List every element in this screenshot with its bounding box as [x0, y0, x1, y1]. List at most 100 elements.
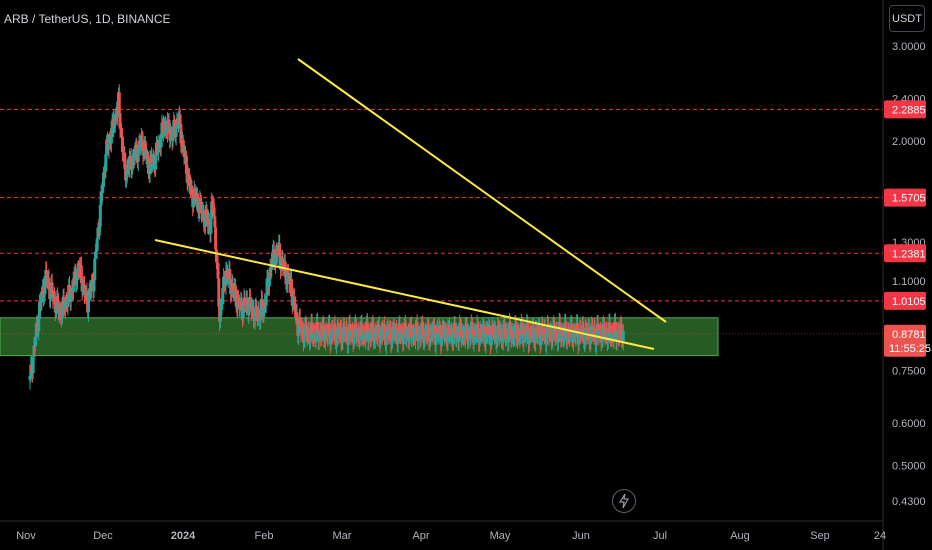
- candle-body: [541, 325, 545, 333]
- candle-body: [271, 252, 275, 266]
- candle-body: [326, 328, 330, 338]
- candle-body: [591, 333, 595, 335]
- candle-body: [259, 308, 263, 321]
- candle-body: [276, 248, 280, 257]
- candle-body: [50, 282, 54, 293]
- candle-body: [389, 330, 393, 344]
- candle-body: [445, 341, 449, 343]
- candle-body: [135, 144, 139, 156]
- candle-body: [565, 337, 569, 341]
- candle-body: [319, 330, 323, 338]
- candle-body: [584, 328, 588, 330]
- candle-body: [323, 330, 327, 341]
- time-tick-label: Feb: [255, 530, 274, 542]
- candle-body: [278, 243, 282, 257]
- candle-body: [491, 325, 495, 332]
- candle-body: [577, 335, 581, 345]
- candle-body: [147, 173, 151, 175]
- candle-body: [147, 158, 150, 175]
- candle-body: [240, 300, 244, 312]
- candle-body: [598, 330, 602, 332]
- candle-body: [117, 92, 121, 114]
- candle-body: [545, 324, 549, 338]
- candle-body: [403, 322, 407, 330]
- candle-body: [102, 170, 106, 173]
- candle-body: [548, 331, 552, 337]
- candle-body: [324, 330, 328, 333]
- candle-body: [524, 332, 528, 338]
- candle-body: [572, 332, 576, 343]
- candle-body: [440, 338, 444, 345]
- candle-body: [496, 325, 500, 327]
- candle-body: [298, 317, 302, 325]
- candle-body: [123, 152, 127, 170]
- candle-body: [369, 334, 373, 339]
- candle-body: [587, 327, 591, 340]
- candle-body: [96, 227, 100, 239]
- candle-body: [231, 282, 235, 290]
- candle-body: [455, 331, 459, 333]
- candle-body: [362, 331, 366, 335]
- level-price-label: 1.0105: [892, 296, 926, 308]
- currency-button[interactable]: USDT: [889, 5, 925, 32]
- candle-body: [57, 312, 61, 314]
- candle-body: [87, 288, 91, 301]
- candle-body: [384, 335, 388, 346]
- candle-body: [174, 127, 178, 137]
- candle-body: [203, 214, 207, 227]
- candle-body: [209, 218, 213, 234]
- candle-body: [89, 290, 93, 292]
- candle-body: [598, 330, 602, 337]
- candle-body: [71, 285, 75, 292]
- candle-body: [575, 323, 579, 334]
- candle-body: [218, 307, 222, 322]
- candle-body: [580, 325, 584, 335]
- candle-body: [113, 114, 117, 125]
- candle-body: [131, 156, 135, 170]
- candle-body: [467, 331, 471, 334]
- flash-icon[interactable]: [612, 489, 636, 513]
- candle-body: [539, 333, 543, 346]
- candle-body: [342, 326, 346, 336]
- candle-body: [515, 339, 519, 341]
- time-tick-label: Jul: [653, 530, 667, 542]
- candle-body: [618, 324, 622, 337]
- candle-body: [612, 332, 616, 341]
- candle-body: [32, 345, 36, 357]
- candle-body: [78, 263, 82, 271]
- candle-body: [193, 188, 197, 196]
- candle-body: [213, 216, 217, 228]
- candle-body: [199, 201, 203, 214]
- candle-body: [297, 327, 301, 336]
- candle-body: [336, 327, 340, 332]
- candle-body: [93, 258, 97, 281]
- candle-body: [62, 297, 66, 309]
- candle-body: [238, 305, 242, 309]
- candle-body: [459, 322, 463, 328]
- candle-body: [43, 276, 47, 295]
- candle-body: [129, 156, 133, 170]
- candle-body: [558, 322, 562, 332]
- candle-body: [148, 158, 152, 174]
- candle-body: [278, 256, 282, 270]
- candle-body: [252, 307, 256, 320]
- trendline-upper: [297, 58, 667, 323]
- candle-body: [331, 328, 335, 336]
- candle-body: [171, 130, 175, 141]
- candle-body: [505, 330, 509, 335]
- candle-body: [45, 280, 49, 282]
- candle-body: [74, 273, 78, 286]
- candle-body: [407, 338, 411, 342]
- candle-body: [30, 364, 34, 372]
- price-tick-label: 0.7500: [892, 366, 926, 378]
- candle-body: [486, 332, 490, 335]
- candle-body: [295, 312, 299, 325]
- candle-body: [444, 329, 448, 342]
- candle-body: [365, 321, 369, 333]
- candle-body: [500, 329, 504, 340]
- candle-body: [268, 267, 272, 280]
- candle-body: [141, 140, 145, 156]
- candle-body: [41, 287, 45, 298]
- time-tick-label: Sep: [810, 530, 830, 542]
